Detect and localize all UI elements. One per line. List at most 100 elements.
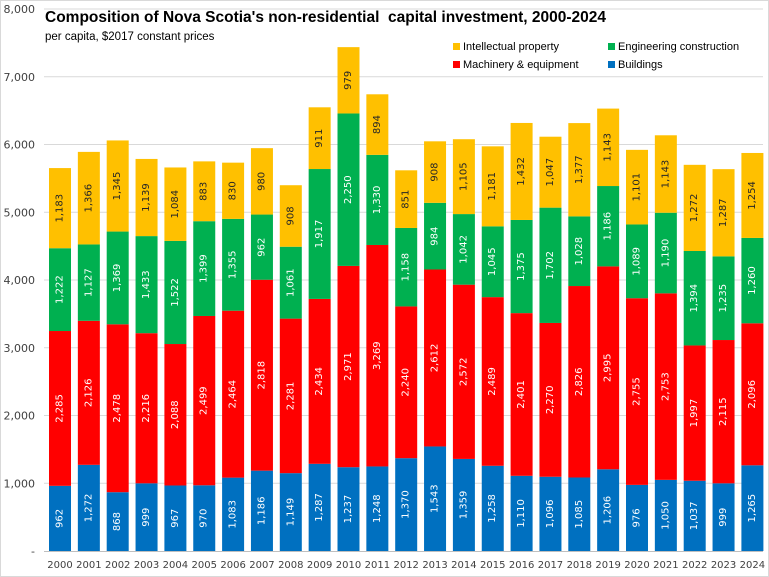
x-tick-label: 2017 — [538, 560, 563, 571]
bar-intellectual-property-2022 — [683, 164, 706, 252]
x-tick-label: 2005 — [192, 560, 217, 571]
x-tick-label: 2023 — [711, 560, 736, 571]
legend-label-machinery-equipment: Machinery & equipment — [463, 59, 579, 71]
data-label-engineering-construction: 1,369 — [112, 264, 123, 293]
bar-engineering-construction-2014 — [452, 214, 475, 285]
y-tick-label: 7,000 — [4, 71, 36, 84]
data-label-intellectual-property: 1,105 — [458, 162, 469, 191]
data-label-engineering-construction: 1,399 — [199, 254, 210, 283]
bar-engineering-construction-2023 — [712, 256, 735, 341]
data-label-buildings: 1,287 — [314, 493, 325, 522]
data-label-intellectual-property: 1,143 — [660, 160, 671, 189]
data-label-engineering-construction: 1,042 — [458, 235, 469, 264]
bar-engineering-construction-2007 — [250, 214, 273, 280]
data-label-intellectual-property: 911 — [314, 129, 325, 148]
data-label-machinery-equipment: 2,285 — [55, 394, 66, 423]
bar-buildings-2022 — [683, 480, 706, 551]
data-label-machinery-equipment: 3,269 — [372, 341, 383, 370]
bar-intellectual-property-2002 — [106, 140, 129, 232]
data-label-engineering-construction: 1,235 — [718, 284, 729, 313]
x-tick-label: 2020 — [624, 560, 649, 571]
data-label-machinery-equipment: 2,115 — [718, 397, 729, 426]
bar-buildings-2023 — [712, 483, 735, 551]
bar-engineering-construction-2022 — [683, 251, 706, 346]
bar-intellectual-property-2011 — [366, 94, 389, 155]
data-label-intellectual-property: 830 — [228, 181, 239, 200]
bar-intellectual-property-2009 — [308, 107, 331, 170]
bar-intellectual-property-2007 — [250, 148, 273, 215]
bar-machinery-equipment-2004 — [164, 344, 187, 486]
data-label-buildings: 1,110 — [516, 499, 527, 528]
bar-engineering-construction-2004 — [164, 240, 187, 345]
bar-intellectual-property-2024 — [741, 152, 764, 238]
data-label-intellectual-property: 980 — [256, 172, 267, 191]
data-label-machinery-equipment: 2,270 — [545, 386, 556, 415]
legend: Intellectual property Engineering constru… — [453, 41, 739, 71]
data-label-machinery-equipment: 2,755 — [632, 377, 643, 406]
data-label-intellectual-property: 1,181 — [487, 172, 498, 201]
bar-engineering-construction-2005 — [193, 221, 216, 316]
data-label-machinery-equipment: 2,489 — [487, 367, 498, 396]
data-label-machinery-equipment: 2,478 — [112, 394, 123, 423]
data-label-machinery-equipment: 2,499 — [199, 386, 210, 415]
bar-engineering-construction-2017 — [539, 207, 562, 323]
bar-machinery-equipment-2020 — [626, 298, 648, 485]
data-label-intellectual-property: 894 — [372, 115, 383, 134]
data-label-engineering-construction: 1,190 — [660, 239, 671, 268]
data-label-intellectual-property: 1,287 — [718, 198, 729, 227]
bar-buildings-2021 — [654, 479, 677, 551]
data-label-buildings: 1,149 — [285, 498, 296, 527]
data-label-intellectual-property: 851 — [401, 190, 412, 209]
data-label-intellectual-property: 1,143 — [603, 133, 614, 162]
data-label-intellectual-property: 883 — [199, 182, 210, 201]
data-label-buildings: 999 — [718, 508, 729, 527]
x-tick-label: 2024 — [740, 560, 765, 571]
x-tick-label: 2016 — [509, 560, 534, 571]
x-tick-label: 2013 — [422, 560, 447, 571]
bar-intellectual-property-2016 — [510, 122, 533, 220]
data-label-engineering-construction: 1,045 — [487, 247, 498, 276]
bar-intellectual-property-2012 — [395, 170, 418, 228]
data-label-machinery-equipment: 2,826 — [574, 367, 585, 396]
bar-buildings-2018 — [568, 477, 591, 551]
data-label-engineering-construction: 1,186 — [603, 212, 614, 241]
bar-engineering-construction-2021 — [654, 212, 677, 294]
x-tick-label: 2021 — [653, 560, 678, 571]
x-tick-label: 2001 — [76, 560, 101, 571]
bar-engineering-construction-2001 — [77, 244, 100, 321]
data-label-buildings: 1,543 — [430, 484, 441, 513]
data-label-buildings: 1,096 — [545, 500, 556, 529]
x-tick-label: 2015 — [480, 560, 505, 571]
bar-engineering-construction-2020 — [626, 224, 648, 299]
bar-engineering-construction-2008 — [279, 246, 302, 319]
data-label-engineering-construction: 1,375 — [516, 252, 527, 281]
x-tick-label: 2004 — [163, 560, 188, 571]
data-label-buildings: 976 — [632, 508, 643, 527]
data-label-engineering-construction: 962 — [256, 238, 267, 257]
x-tick-label: 2000 — [47, 560, 72, 571]
bar-machinery-equipment-2005 — [193, 315, 216, 486]
bar-intellectual-property-2019 — [597, 108, 620, 187]
data-label-intellectual-property: 1,084 — [170, 190, 181, 219]
bar-buildings-2000 — [49, 485, 71, 551]
bar-buildings-2014 — [452, 458, 475, 551]
legend-swatch-intellectual-property — [453, 43, 460, 50]
bar-engineering-construction-2011 — [366, 154, 389, 245]
data-label-intellectual-property: 1,101 — [632, 173, 643, 202]
x-tick-label: 2012 — [393, 560, 418, 571]
legend-label-buildings: Buildings — [618, 59, 663, 71]
data-label-intellectual-property: 1,272 — [689, 194, 700, 223]
bar-intellectual-property-2017 — [539, 136, 562, 208]
x-axis-ticks: 2000 2001 2002 2003 2004 2005 2006 2007 2008 2009… — [47, 560, 765, 571]
data-label-buildings: 1,359 — [458, 491, 469, 520]
data-label-buildings: 1,248 — [372, 494, 383, 523]
bar-machinery-equipment-2013 — [424, 269, 447, 447]
bar-machinery-equipment-2019 — [597, 266, 620, 470]
data-label-buildings: 962 — [55, 509, 66, 528]
bar-buildings-2003 — [135, 483, 158, 551]
y-tick-label: 1,000 — [4, 477, 36, 490]
bars — [49, 47, 764, 551]
bar-buildings-2012 — [395, 458, 418, 551]
data-labels: 962 2,285 1,222 1,183 1,272 2,126 1,127 1,366 86… — [55, 71, 758, 531]
bar-engineering-construction-2015 — [481, 226, 504, 298]
